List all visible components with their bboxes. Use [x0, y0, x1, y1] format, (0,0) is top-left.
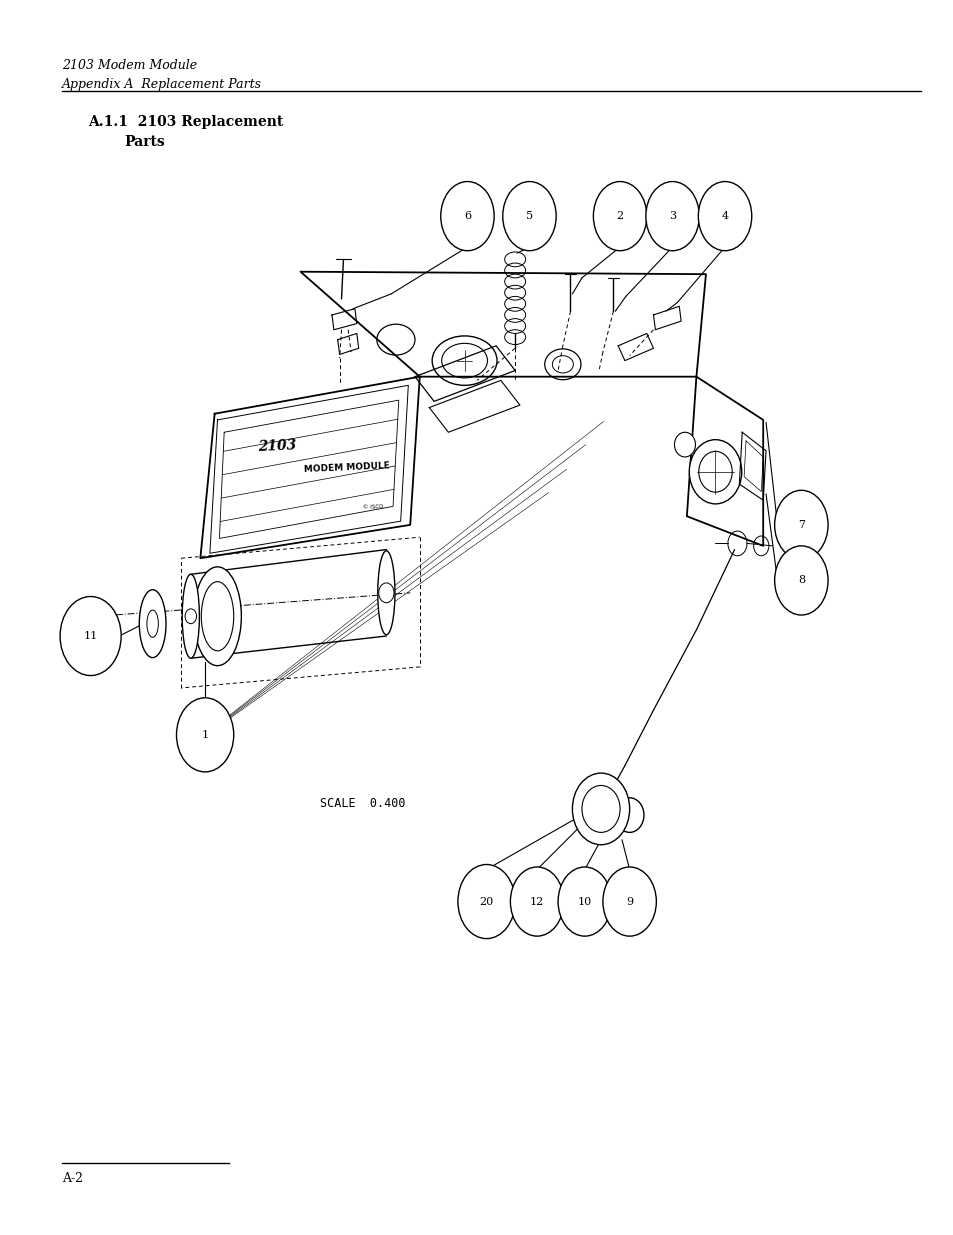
Text: © ISCO: © ISCO — [362, 504, 383, 510]
Text: A-2: A-2 — [62, 1172, 83, 1186]
Circle shape — [176, 698, 233, 772]
Circle shape — [774, 546, 827, 615]
Circle shape — [502, 182, 556, 251]
Text: SCALE  0.400: SCALE 0.400 — [319, 797, 405, 810]
Text: 2103: 2103 — [257, 438, 296, 453]
Text: 11: 11 — [84, 631, 97, 641]
Text: 2103 Modem Module: 2103 Modem Module — [62, 59, 197, 73]
Text: 2: 2 — [616, 211, 623, 221]
Circle shape — [645, 182, 699, 251]
Text: 7: 7 — [797, 520, 804, 530]
Text: 4: 4 — [720, 211, 728, 221]
Ellipse shape — [182, 574, 199, 658]
Text: 8: 8 — [797, 576, 804, 585]
Text: 6: 6 — [463, 211, 471, 221]
Text: 3: 3 — [668, 211, 676, 221]
Text: 5: 5 — [525, 211, 533, 221]
Text: 12: 12 — [530, 897, 543, 906]
Circle shape — [774, 490, 827, 559]
Ellipse shape — [572, 773, 629, 845]
Circle shape — [698, 182, 751, 251]
Circle shape — [602, 867, 656, 936]
Ellipse shape — [615, 798, 643, 832]
Text: Parts: Parts — [124, 135, 165, 148]
Circle shape — [457, 864, 515, 939]
Text: 10: 10 — [578, 897, 591, 906]
Circle shape — [440, 182, 494, 251]
Ellipse shape — [688, 440, 741, 504]
Text: 1: 1 — [201, 730, 209, 740]
Ellipse shape — [674, 432, 695, 457]
Circle shape — [510, 867, 563, 936]
Text: Appendix A  Replacement Parts: Appendix A Replacement Parts — [62, 78, 262, 91]
Text: A.1.1  2103 Replacement: A.1.1 2103 Replacement — [88, 115, 283, 128]
Text: MODEM MODULE: MODEM MODULE — [303, 461, 389, 474]
Text: 20: 20 — [479, 897, 493, 906]
Ellipse shape — [377, 551, 395, 635]
Ellipse shape — [193, 567, 241, 666]
Text: 9: 9 — [625, 897, 633, 906]
Circle shape — [593, 182, 646, 251]
Circle shape — [60, 597, 121, 676]
Circle shape — [558, 867, 611, 936]
Ellipse shape — [139, 590, 166, 657]
